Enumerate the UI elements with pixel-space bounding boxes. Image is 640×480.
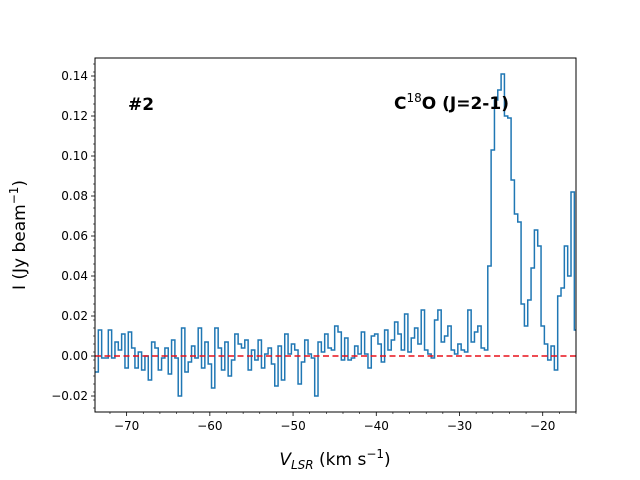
x-axis-title: VLSR (km s−1) (279, 447, 390, 472)
line-id-label: C18O (J=2-1) (394, 91, 509, 114)
x-tick-label: −50 (280, 419, 305, 433)
panel-id-label: #2 (128, 95, 154, 115)
plot-area (95, 73, 576, 397)
x-tick-label: −30 (447, 419, 472, 433)
y-tick-label: 0.02 (61, 309, 88, 323)
y-axis-title: I (Jy beam−1) (7, 180, 30, 290)
y-axis: −0.02 0.00 0.02 0.04 0.06 0.08 0.10 0.12 0.14 (51, 63, 95, 409)
y-tick-label: 0.12 (61, 109, 88, 123)
y-tick-label: 0.00 (61, 349, 88, 363)
x-tick-label: −20 (530, 419, 555, 433)
x-axis: −70 −60 −50 −40 −30 −20 (109, 412, 577, 433)
y-tick-label: −0.02 (51, 389, 88, 403)
axes-frame (94, 57, 577, 413)
y-tick-label: 0.04 (61, 269, 88, 283)
x-tick-label: −60 (197, 419, 222, 433)
x-tick-label: −70 (114, 419, 139, 433)
y-tick-label: 0.14 (61, 69, 88, 83)
x-tick-label: −40 (364, 419, 389, 433)
y-tick-label: 0.10 (61, 149, 88, 163)
spectrum-step-line (95, 73, 576, 397)
y-tick-label: 0.08 (61, 189, 88, 203)
y-tick-label: 0.06 (61, 229, 88, 243)
